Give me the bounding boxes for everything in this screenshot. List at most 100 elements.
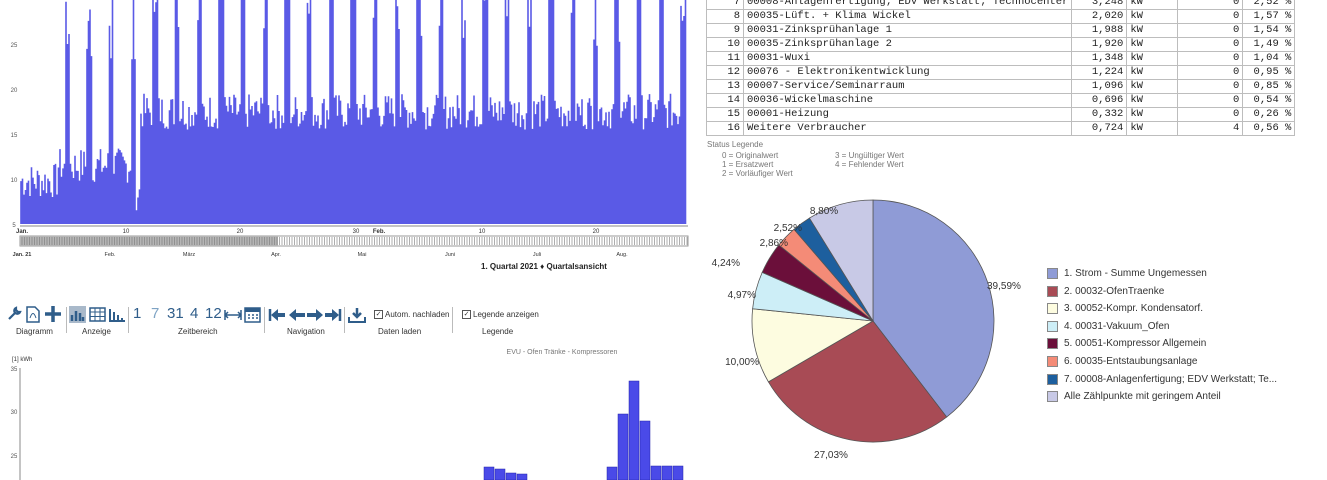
bar-chart-icon[interactable] (69, 306, 86, 323)
pie-slice[interactable] (872, 199, 995, 418)
legend-swatch (1047, 268, 1058, 279)
toolbar-separator (452, 307, 453, 333)
status-legend-title: Status Legende (707, 140, 764, 149)
next-icon[interactable] (306, 306, 324, 323)
legend-item[interactable]: 4. 00031-Vakuum_Ofen (1047, 320, 1169, 332)
table-cell: 10 (706, 37, 744, 52)
range-navigator-axis: Jan. 21 Feb. März Apr. Mai Juni Juli Aug. (13, 252, 628, 258)
diagramm-label: Diagramm (16, 327, 53, 336)
table-cell: Weitere Verbraucher (742, 121, 1073, 136)
table-row: 16 Weitere Verbraucher 0,724 kW 4 0,56 % (706, 121, 1296, 136)
legend-item[interactable]: Alle Zählpunkte mit geringem Anteil (1047, 391, 1221, 403)
legend-item[interactable]: 7. 00008-Anlagenfertigung; EDV Werkstatt… (1047, 373, 1278, 385)
legend-swatch (1047, 338, 1058, 350)
legend-label: 7. 00008-Anlagenfertigung; EDV Werkstatt… (1064, 373, 1278, 385)
table-cell: 4 (1177, 121, 1244, 136)
toolbar-separator (66, 307, 67, 333)
table-cell: 12 (706, 65, 744, 80)
table-cell: kW (1126, 37, 1179, 52)
legend-item[interactable]: 3. 00052-Kompr. Kondensatorf. (1047, 303, 1203, 315)
range-day-button[interactable]: 1 (133, 305, 142, 322)
y-tick-label: 20 (11, 88, 18, 94)
pie-slice[interactable] (808, 199, 874, 323)
pie-value-label: 2,86% (760, 238, 788, 249)
histogram-bar (661, 465, 673, 480)
first-icon[interactable] (268, 306, 286, 323)
range-quarter-button[interactable]: 4 (190, 305, 199, 322)
top-consumption-chart: 25 20 15 10 5 Jan. 10 20 30 Feb. 10 20 Jan. 21 Feb.… (11, 0, 689, 271)
top-y-axis: 25 20 15 10 5 (11, 43, 18, 229)
show-legend-checkbox[interactable]: ✓ Legende anzeigen (462, 310, 539, 319)
legend-label: 5. 00051-Kompressor Allgemein (1064, 338, 1207, 350)
pie-slice[interactable] (767, 320, 948, 443)
x-tick-label: 20 (237, 229, 244, 235)
consumption-table: 7 00008-Anlagenfertigung; EDV Werkstatt; … (706, 0, 1296, 136)
table-cell: 1,49 % (1242, 37, 1296, 52)
calendar-icon[interactable] (243, 305, 261, 323)
pie-slices (751, 199, 995, 443)
table-cell: 0,54 % (1242, 93, 1296, 108)
range-week-button[interactable]: 7 (151, 305, 160, 322)
table-cell: 7 (706, 0, 744, 10)
x-tick-label: Feb. (373, 229, 386, 235)
x-tick-label: Jan. (16, 229, 28, 235)
nav-tick-label: Mai (358, 252, 367, 258)
range-month-button[interactable]: 31 (167, 305, 184, 322)
last-icon[interactable] (324, 306, 342, 323)
table-cell: 0 (1177, 0, 1244, 10)
prev-icon[interactable] (288, 306, 306, 323)
checkbox-check-icon: ✓ (374, 310, 383, 319)
range-year-button[interactable]: 12 (205, 305, 222, 322)
show-legend-label: Legende anzeigen (473, 310, 539, 319)
daten-laden-label: Daten laden (378, 327, 422, 336)
nav-tick-label: Jan. 21 (13, 252, 32, 258)
nav-tick-label: Juni (445, 252, 455, 258)
table-row: 12 00076 - Elektronikentwicklung 1,224 kW 0 0… (706, 65, 1296, 80)
table-cell: 15 (706, 107, 744, 122)
table-row: 11 00031-Wuxi 1,348 kW 0 1,04 % (706, 51, 1296, 66)
auto-reload-checkbox[interactable]: ✓ Autom. nachladen (374, 310, 450, 319)
checkbox-check-icon: ✓ (462, 310, 471, 319)
legend-label: Alle Zählpunkte mit geringem Anteil (1064, 391, 1221, 403)
legend-item[interactable]: 1. Strom - Summe Ungemessen (1047, 268, 1207, 279)
table-cell: 1,57 % (1242, 9, 1296, 24)
table-cell: kW (1126, 9, 1179, 24)
top-x-axis: Jan. 10 20 30 Feb. 10 20 (16, 229, 600, 235)
legend-item[interactable]: 6. 00035-Entstaubungsanlage (1047, 356, 1197, 367)
bottom-y-axis: 35 30 25 (11, 367, 18, 460)
histogram-bar (628, 380, 640, 480)
pdf-icon[interactable] (25, 305, 41, 323)
consumption-series (20, 0, 687, 224)
nav-tick-label: Aug. (616, 252, 628, 258)
legend-label: 6. 00035-Entstaubungsanlage (1064, 356, 1198, 367)
top-series (20, 0, 687, 224)
download-icon[interactable] (348, 306, 366, 323)
legend-swatch (1047, 356, 1058, 367)
table-cell: 2,52 % (1242, 0, 1296, 10)
table-cell: 0,85 % (1242, 79, 1296, 94)
table-cell: 0 (1177, 51, 1244, 66)
histogram-bar (650, 465, 662, 480)
pie-value-label: 27,03% (814, 450, 848, 461)
expand-icon[interactable] (224, 306, 242, 323)
plus-icon[interactable] (44, 305, 62, 323)
range-navigator-hatch (21, 237, 688, 245)
stacked-bars-icon[interactable] (107, 306, 125, 323)
histogram-bar (672, 465, 684, 480)
range-navigator-selection[interactable] (20, 236, 278, 246)
y-tick-label: 5 (12, 223, 16, 229)
wrench-icon[interactable] (6, 305, 22, 323)
table-row: 15 00001-Heizung 0,332 kW 0 0,26 % (706, 107, 1296, 122)
nav-tick-label: Feb. (104, 252, 115, 258)
legend-item[interactable]: 2. 00032-OfenTraenke (1047, 285, 1164, 297)
legend-item[interactable]: 5. 00051-Kompressor Allgemein (1047, 338, 1207, 350)
legend-swatch (1047, 285, 1058, 297)
x-tick-label: 30 (353, 229, 360, 235)
table-icon[interactable] (88, 306, 106, 323)
pie-slice[interactable] (751, 308, 875, 383)
x-tick-label: 10 (123, 229, 130, 235)
table-cell: kW (1126, 121, 1179, 136)
navigation-label: Navigation (287, 327, 325, 336)
pie-value-label: 39,59% (987, 281, 1021, 292)
table-cell: kW (1126, 65, 1179, 80)
